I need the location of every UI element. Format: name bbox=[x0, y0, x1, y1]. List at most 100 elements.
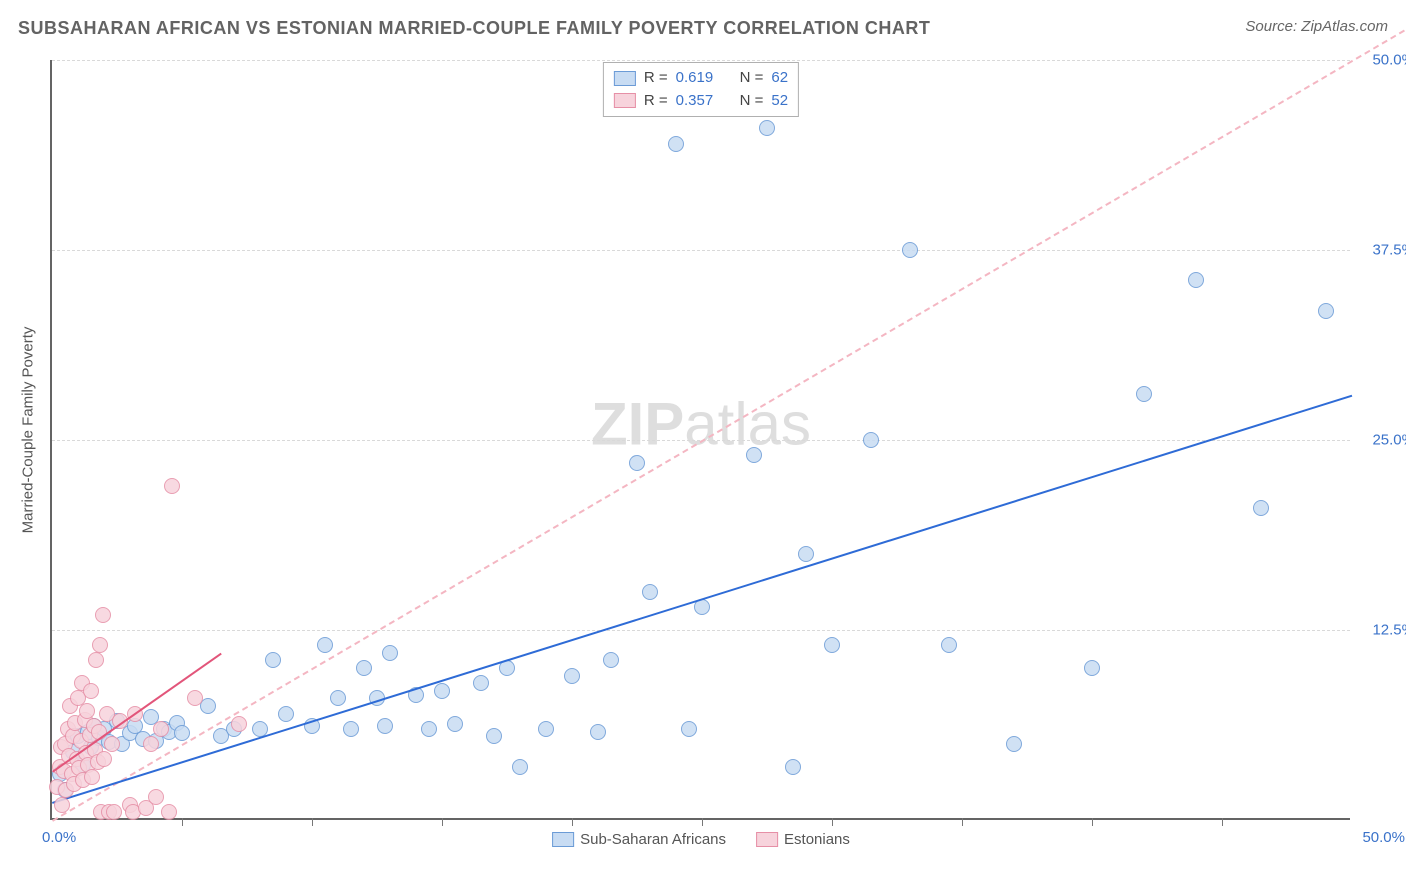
data-point bbox=[1136, 386, 1152, 402]
data-point bbox=[143, 736, 159, 752]
legend-correlation-box: R =0.619N =62R =0.357N =52 bbox=[603, 62, 799, 117]
data-point bbox=[941, 637, 957, 653]
data-point bbox=[174, 725, 190, 741]
watermark-bold: ZIP bbox=[591, 390, 684, 457]
data-point bbox=[681, 721, 697, 737]
trend-line-series-1 bbox=[52, 653, 222, 773]
legend-r-value: 0.619 bbox=[676, 67, 724, 90]
legend-series: Sub-Saharan Africans Estonians bbox=[552, 831, 850, 848]
y-axis-label: Married-Couple Family Poverty bbox=[20, 327, 37, 534]
data-point bbox=[746, 447, 762, 463]
data-point bbox=[106, 804, 122, 820]
data-point bbox=[88, 652, 104, 668]
data-point bbox=[161, 804, 177, 820]
chart-title: SUBSAHARAN AFRICAN VS ESTONIAN MARRIED-C… bbox=[18, 18, 930, 39]
legend-swatch bbox=[614, 71, 636, 86]
watermark: ZIPatlas bbox=[591, 389, 811, 458]
x-tick-mark bbox=[832, 818, 833, 826]
data-point bbox=[668, 136, 684, 152]
data-point bbox=[642, 584, 658, 600]
data-point bbox=[447, 716, 463, 732]
data-point bbox=[356, 660, 372, 676]
x-axis-min-label: 0.0% bbox=[42, 829, 76, 846]
data-point bbox=[330, 690, 346, 706]
data-point bbox=[79, 703, 95, 719]
data-point bbox=[434, 683, 450, 699]
legend-r-label: R = bbox=[644, 67, 668, 90]
watermark-thin: atlas bbox=[684, 390, 811, 457]
data-point bbox=[377, 718, 393, 734]
data-point bbox=[590, 724, 606, 740]
data-point bbox=[1006, 736, 1022, 752]
data-point bbox=[1084, 660, 1100, 676]
gridline-h bbox=[52, 60, 1350, 61]
source-name: ZipAtlas.com bbox=[1301, 18, 1388, 35]
data-point bbox=[343, 721, 359, 737]
data-point bbox=[603, 652, 619, 668]
legend-r-value: 0.357 bbox=[676, 90, 724, 113]
legend-series-item: Estonians bbox=[756, 831, 850, 848]
y-tick-label: 25.0% bbox=[1355, 432, 1406, 449]
x-tick-mark bbox=[1092, 818, 1093, 826]
data-point bbox=[84, 769, 100, 785]
data-point bbox=[54, 797, 70, 813]
x-tick-mark bbox=[442, 818, 443, 826]
data-point bbox=[902, 242, 918, 258]
x-tick-mark bbox=[572, 818, 573, 826]
data-point bbox=[798, 546, 814, 562]
data-point bbox=[1188, 272, 1204, 288]
data-point bbox=[512, 759, 528, 775]
legend-swatch bbox=[614, 93, 636, 108]
legend-n-label: N = bbox=[740, 67, 764, 90]
data-point bbox=[382, 645, 398, 661]
data-point bbox=[1253, 500, 1269, 516]
data-point bbox=[785, 759, 801, 775]
source-prefix: Source: bbox=[1245, 18, 1301, 35]
source-attribution: Source: ZipAtlas.com bbox=[1245, 18, 1388, 35]
data-point bbox=[564, 668, 580, 684]
data-point bbox=[759, 120, 775, 136]
y-tick-label: 12.5% bbox=[1355, 622, 1406, 639]
data-point bbox=[148, 789, 164, 805]
data-point bbox=[824, 637, 840, 653]
legend-swatch bbox=[552, 832, 574, 847]
data-point bbox=[473, 675, 489, 691]
x-tick-mark bbox=[182, 818, 183, 826]
data-point bbox=[96, 751, 112, 767]
data-point bbox=[486, 728, 502, 744]
legend-series-item: Sub-Saharan Africans bbox=[552, 831, 726, 848]
legend-series-label: Sub-Saharan Africans bbox=[580, 831, 726, 848]
data-point bbox=[629, 455, 645, 471]
data-point bbox=[95, 607, 111, 623]
legend-correlation-row: R =0.619N =62 bbox=[614, 67, 788, 90]
data-point bbox=[187, 690, 203, 706]
data-point bbox=[421, 721, 437, 737]
data-point bbox=[83, 683, 99, 699]
data-point bbox=[538, 721, 554, 737]
legend-swatch bbox=[756, 832, 778, 847]
data-point bbox=[863, 432, 879, 448]
gridline-h bbox=[52, 250, 1350, 251]
gridline-h bbox=[52, 630, 1350, 631]
data-point bbox=[317, 637, 333, 653]
data-point bbox=[231, 716, 247, 732]
data-point bbox=[153, 721, 169, 737]
legend-n-label: N = bbox=[740, 90, 764, 113]
x-axis-max-label: 50.0% bbox=[1362, 829, 1405, 846]
diagonal-reference-line bbox=[52, 30, 1405, 822]
legend-r-label: R = bbox=[644, 90, 668, 113]
legend-series-label: Estonians bbox=[784, 831, 850, 848]
data-point bbox=[104, 736, 120, 752]
data-point bbox=[265, 652, 281, 668]
plot-area: ZIPatlas R =0.619N =62R =0.357N =52 Sub-… bbox=[50, 60, 1350, 820]
x-tick-mark bbox=[962, 818, 963, 826]
data-point bbox=[1318, 303, 1334, 319]
data-point bbox=[164, 478, 180, 494]
data-point bbox=[278, 706, 294, 722]
x-tick-mark bbox=[702, 818, 703, 826]
data-point bbox=[92, 637, 108, 653]
legend-n-value: 52 bbox=[771, 90, 788, 113]
legend-correlation-row: R = 0.357 N = 52 bbox=[614, 90, 788, 113]
x-tick-mark bbox=[1222, 818, 1223, 826]
y-tick-label: 37.5% bbox=[1355, 242, 1406, 259]
